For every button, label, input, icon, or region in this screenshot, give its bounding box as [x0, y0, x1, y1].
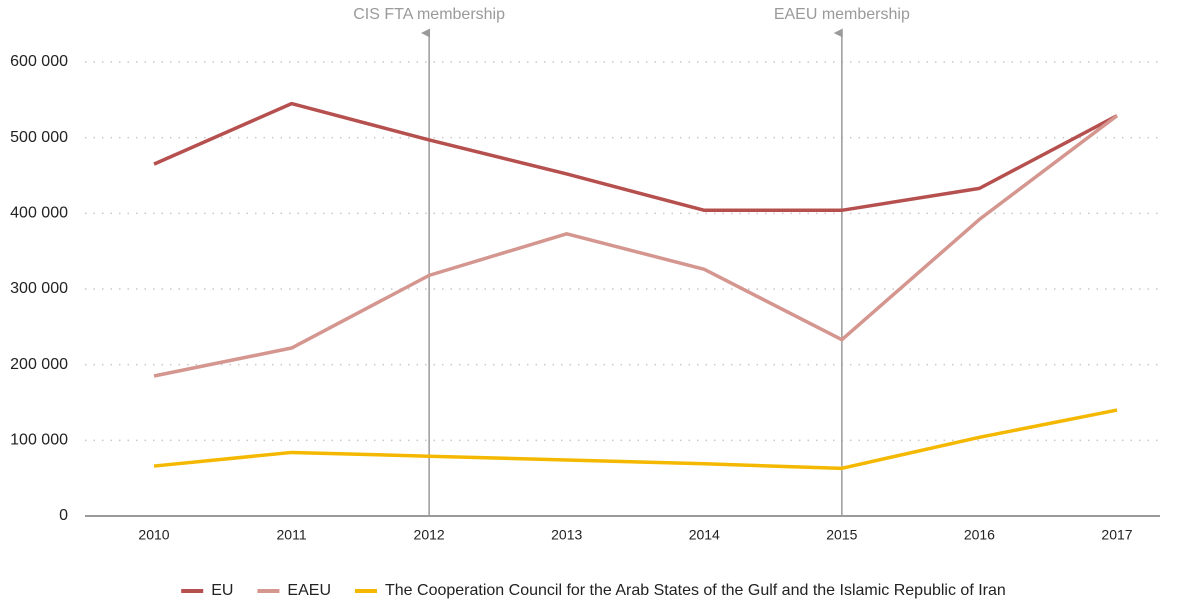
- legend-label: EU: [211, 582, 233, 599]
- line: [153, 101, 1118, 213]
- y-tick-label: 200 000: [10, 356, 68, 373]
- y-tick-label: 600 000: [10, 53, 68, 70]
- legend-label: The Cooperation Council for the Arab Sta…: [385, 582, 1006, 599]
- legend-label: EAEU: [287, 582, 331, 599]
- x-tick-label: 2016: [964, 527, 995, 543]
- x-tick-label: 2011: [277, 527, 307, 543]
- line: [153, 114, 1119, 378]
- x-tick-label: 2012: [414, 527, 445, 543]
- y-tick-label: 300 000: [10, 280, 68, 297]
- y-tick-label: 500 000: [10, 129, 68, 146]
- y-tick-label: 0: [59, 507, 68, 524]
- x-tick-label: 2010: [138, 527, 169, 543]
- y-tick-label: 100 000: [10, 432, 68, 449]
- x-tick-label: 2013: [551, 527, 582, 543]
- annotation-label: CIS FTA membership: [353, 6, 505, 23]
- line: [153, 408, 1118, 471]
- x-tick-label: 2017: [1101, 527, 1132, 543]
- annotation-label: EAEU membership: [774, 6, 910, 23]
- x-tick-label: 2015: [826, 527, 857, 543]
- x-tick-label: 2014: [689, 527, 720, 543]
- y-tick-label: 400 000: [10, 205, 68, 222]
